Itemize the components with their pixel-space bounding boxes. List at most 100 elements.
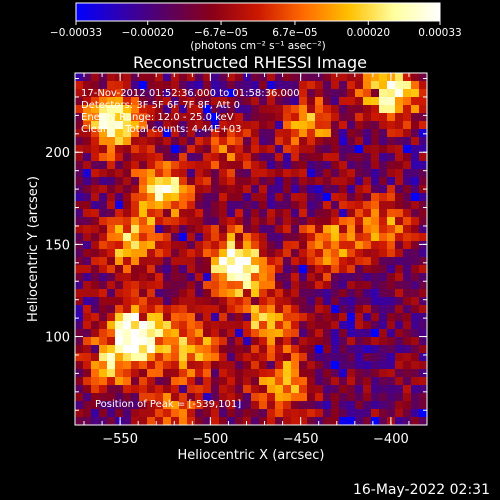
heatmap-cell [251, 201, 260, 210]
heatmap-cell [403, 305, 412, 314]
heatmap-cell [379, 225, 388, 234]
heatmap-cell [299, 217, 308, 226]
heatmap-cell [187, 129, 196, 138]
heatmap-cell [363, 281, 372, 290]
heatmap-cell [283, 121, 292, 130]
heatmap-cell [307, 313, 316, 322]
heatmap-cell [187, 201, 196, 210]
heatmap-cell [259, 209, 268, 218]
heatmap-cell [323, 177, 332, 186]
heatmap-cell [147, 305, 156, 314]
heatmap-cell [115, 145, 124, 154]
heatmap-cell [323, 273, 332, 282]
heatmap-cell [387, 105, 396, 114]
heatmap-cell [75, 145, 84, 154]
heatmap-cell [259, 249, 268, 258]
heatmap-cell [123, 417, 132, 426]
heatmap-cell [147, 321, 156, 330]
heatmap-cell [307, 217, 316, 226]
heatmap-cell [259, 113, 268, 122]
heatmap-cell [195, 329, 204, 338]
heatmap-cell [363, 393, 372, 402]
heatmap-cell [155, 321, 164, 330]
heatmap-cell [171, 345, 180, 354]
heatmap-cell [187, 393, 196, 402]
heatmap-cell [371, 201, 380, 210]
heatmap-cell [163, 121, 172, 130]
heatmap-cell [299, 305, 308, 314]
heatmap-cell [275, 113, 284, 122]
heatmap-cell [235, 209, 244, 218]
heatmap-cell [131, 417, 140, 426]
heatmap-cell [291, 401, 300, 410]
heatmap-cell [227, 129, 236, 138]
heatmap-cell [259, 169, 268, 178]
heatmap-cell [195, 289, 204, 298]
heatmap-cell [347, 89, 356, 98]
heatmap-cell [155, 105, 164, 114]
heatmap-cell [355, 113, 364, 122]
heatmap-cell [419, 337, 428, 346]
heatmap-cell [251, 193, 260, 202]
heatmap-cell [219, 289, 228, 298]
heatmap-cell [307, 193, 316, 202]
heatmap-cell [275, 409, 284, 418]
heatmap-cell [411, 393, 420, 402]
heatmap-cell [99, 201, 108, 210]
heatmap-cell [315, 369, 324, 378]
heatmap-cell [99, 321, 108, 330]
heatmap-cell [299, 105, 308, 114]
heatmap-cell [91, 185, 100, 194]
heatmap-cell [331, 369, 340, 378]
heatmap-cell [411, 377, 420, 386]
heatmap-cell [291, 81, 300, 90]
heatmap-cell [251, 249, 260, 258]
heatmap-cell [355, 409, 364, 418]
heatmap-cell [411, 153, 420, 162]
heatmap-cell [299, 297, 308, 306]
heatmap-cell [347, 289, 356, 298]
heatmap-cell [355, 185, 364, 194]
heatmap-cell [419, 265, 428, 274]
heatmap-cell [395, 265, 404, 274]
heatmap-cell [75, 113, 84, 122]
heatmap-cell [123, 297, 132, 306]
heatmap-cell [267, 289, 276, 298]
heatmap-cell [203, 305, 212, 314]
heatmap-cell [131, 217, 140, 226]
heatmap-cell [115, 217, 124, 226]
heatmap-cell [123, 289, 132, 298]
heatmap-cell [395, 105, 404, 114]
heatmap-cell [163, 409, 172, 418]
heatmap-cell [187, 209, 196, 218]
heatmap-cell [419, 225, 428, 234]
heatmap-cell [307, 305, 316, 314]
heatmap-cell [179, 313, 188, 322]
annotation-time-range: 17-Nov-2012 01:52:36.000 to 01:58:36.000 [81, 88, 300, 99]
heatmap-cell [323, 121, 332, 130]
heatmap-cell [139, 193, 148, 202]
heatmap-cell [403, 297, 412, 306]
heatmap-cell [419, 385, 428, 394]
heatmap-cell [171, 121, 180, 130]
heatmap-cell [403, 89, 412, 98]
heatmap-cell [187, 81, 196, 90]
heatmap-cell [315, 273, 324, 282]
heatmap-cell [139, 297, 148, 306]
heatmap-cell [299, 185, 308, 194]
heatmap-cell [123, 345, 132, 354]
heatmap-cell [275, 193, 284, 202]
heatmap-cell [251, 185, 260, 194]
heatmap-cell [387, 369, 396, 378]
heatmap-cell [291, 337, 300, 346]
heatmap-cell [259, 289, 268, 298]
heatmap-cell [203, 361, 212, 370]
heatmap-cell [115, 97, 124, 106]
heatmap-cell [395, 89, 404, 98]
heatmap-cell [371, 81, 380, 90]
heatmap-cell [331, 153, 340, 162]
heatmap-cell [123, 153, 132, 162]
heatmap-cell [179, 257, 188, 266]
heatmap-cell [267, 201, 276, 210]
